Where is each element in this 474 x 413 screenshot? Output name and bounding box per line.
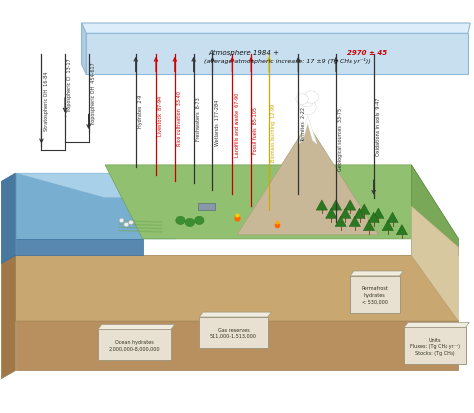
Polygon shape xyxy=(1,256,16,379)
Polygon shape xyxy=(143,174,176,239)
Polygon shape xyxy=(335,217,346,227)
Circle shape xyxy=(304,92,319,104)
Polygon shape xyxy=(16,174,176,198)
Polygon shape xyxy=(396,225,408,235)
Text: (average atmospheric increase: 17 ±9 (Tg CH₄ yr⁻¹)): (average atmospheric increase: 17 ±9 (Tg… xyxy=(204,58,371,64)
Polygon shape xyxy=(382,221,393,231)
Polygon shape xyxy=(330,200,342,211)
Polygon shape xyxy=(345,200,356,211)
FancyBboxPatch shape xyxy=(98,330,171,360)
Polygon shape xyxy=(373,209,384,219)
Polygon shape xyxy=(237,124,378,235)
Polygon shape xyxy=(411,206,458,321)
Polygon shape xyxy=(298,116,317,145)
Polygon shape xyxy=(368,213,379,223)
Circle shape xyxy=(300,96,313,108)
Text: Oxidations in soils  9-47: Oxidations in soils 9-47 xyxy=(376,97,381,156)
Text: Stratospheric OH  16-84: Stratospheric OH 16-84 xyxy=(44,71,49,131)
Polygon shape xyxy=(404,323,469,328)
Polygon shape xyxy=(86,34,468,75)
Circle shape xyxy=(296,95,308,105)
Polygon shape xyxy=(340,209,351,219)
Text: Units
Fluxes: (Tg CH₄ yr⁻¹)
Stocks: (Tg CH₄): Units Fluxes: (Tg CH₄ yr⁻¹) Stocks: (Tg … xyxy=(410,337,460,355)
Polygon shape xyxy=(16,174,143,239)
Circle shape xyxy=(119,219,124,223)
Polygon shape xyxy=(316,200,328,211)
Text: Termites  2-22: Termites 2-22 xyxy=(301,107,306,142)
Polygon shape xyxy=(199,312,272,317)
Text: Ocean hydrates
2,000,000-8,000,000: Ocean hydrates 2,000,000-8,000,000 xyxy=(109,339,160,351)
Circle shape xyxy=(128,221,133,225)
Polygon shape xyxy=(16,239,143,256)
Circle shape xyxy=(176,217,185,225)
Bar xyxy=(198,203,215,211)
Text: Tropospheric OH  454-617: Tropospheric OH 454-617 xyxy=(91,62,96,126)
Text: Atmosphere 1984 +: Atmosphere 1984 + xyxy=(209,50,282,56)
Polygon shape xyxy=(16,321,458,370)
Text: Livestock  87-94: Livestock 87-94 xyxy=(158,95,164,135)
Polygon shape xyxy=(82,24,86,75)
Polygon shape xyxy=(387,213,398,223)
Text: Rice cultivation  33-40: Rice cultivation 33-40 xyxy=(177,91,182,146)
Polygon shape xyxy=(82,24,470,34)
Circle shape xyxy=(124,223,128,227)
Text: Freshwaters  8-73: Freshwaters 8-73 xyxy=(196,97,201,141)
FancyBboxPatch shape xyxy=(350,276,400,313)
Polygon shape xyxy=(105,166,458,239)
FancyBboxPatch shape xyxy=(199,317,268,348)
Polygon shape xyxy=(363,221,374,231)
Text: Biomass burning  12-99: Biomass burning 12-99 xyxy=(272,104,276,161)
Text: Landfills and waste  67-90: Landfills and waste 67-90 xyxy=(235,93,240,157)
Polygon shape xyxy=(326,209,337,219)
FancyBboxPatch shape xyxy=(404,328,465,364)
Circle shape xyxy=(185,219,195,227)
Text: Tropospheric Cl  13-17: Tropospheric Cl 13-17 xyxy=(67,58,73,113)
Text: Permafrost
hydrates
< 530,000: Permafrost hydrates < 530,000 xyxy=(361,286,388,304)
Polygon shape xyxy=(350,271,403,276)
Polygon shape xyxy=(16,256,458,321)
Polygon shape xyxy=(98,325,175,330)
Text: Fossil fuels  85-105: Fossil fuels 85-105 xyxy=(254,107,258,154)
Text: Hydrates  2-9: Hydrates 2-9 xyxy=(138,95,143,128)
Text: 2970 ± 45: 2970 ± 45 xyxy=(347,50,387,56)
Text: Gas reserves
511,000-1,513,000: Gas reserves 511,000-1,513,000 xyxy=(210,327,257,338)
Polygon shape xyxy=(411,166,458,256)
Polygon shape xyxy=(349,217,360,227)
Polygon shape xyxy=(358,204,370,215)
Circle shape xyxy=(195,217,204,225)
Text: Geological sources  33-75: Geological sources 33-75 xyxy=(338,107,343,170)
Polygon shape xyxy=(1,174,16,264)
Circle shape xyxy=(299,101,316,115)
Text: Wetlands  177-284: Wetlands 177-284 xyxy=(215,100,220,145)
Polygon shape xyxy=(354,209,365,219)
